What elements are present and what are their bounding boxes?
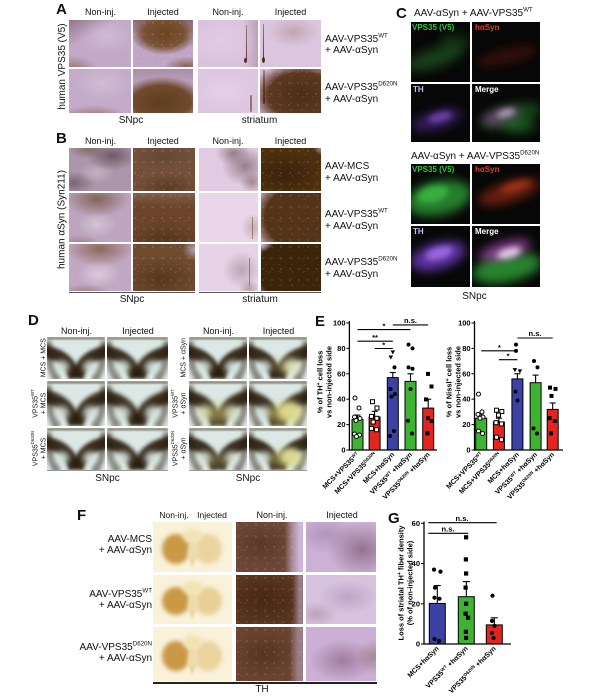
svg-text:100: 100 bbox=[333, 319, 346, 328]
svg-text:VPS35D620N +hαSyn: VPS35D620N +hαSyn bbox=[447, 645, 498, 696]
svg-text:vs non-injected side: vs non-injected side bbox=[454, 346, 463, 418]
svg-text:*: * bbox=[383, 322, 386, 331]
svg-text:60: 60 bbox=[412, 519, 420, 528]
svg-text:n.s.: n.s. bbox=[529, 329, 542, 338]
svg-text:*: * bbox=[498, 343, 501, 352]
svg-text:40: 40 bbox=[412, 559, 420, 568]
svg-text:*: * bbox=[382, 341, 385, 350]
svg-text:n.s.: n.s. bbox=[442, 524, 455, 533]
svg-text:20: 20 bbox=[462, 420, 470, 429]
svg-text:100: 100 bbox=[458, 319, 471, 328]
svg-text:40: 40 bbox=[337, 395, 345, 404]
svg-text:n.s.: n.s. bbox=[404, 316, 417, 325]
svg-text:60: 60 bbox=[337, 369, 345, 378]
svg-text:(% of non-injected side): (% of non-injected side) bbox=[406, 540, 415, 625]
svg-text:80: 80 bbox=[462, 344, 470, 353]
svg-text:*: * bbox=[507, 352, 510, 361]
svg-text:**: ** bbox=[372, 333, 378, 342]
svg-text:% of TH+ cell loss: % of TH+ cell loss bbox=[316, 351, 325, 414]
svg-text:0: 0 bbox=[416, 640, 420, 649]
svg-text:% of Nissl+ cell loss: % of Nissl+ cell loss bbox=[445, 347, 454, 417]
svg-text:0: 0 bbox=[341, 446, 345, 455]
svg-text:40: 40 bbox=[462, 395, 470, 404]
svg-text:0: 0 bbox=[466, 446, 470, 455]
svg-text:n.s.: n.s. bbox=[456, 514, 469, 523]
svg-text:80: 80 bbox=[337, 344, 345, 353]
svg-text:20: 20 bbox=[337, 420, 345, 429]
svg-text:20: 20 bbox=[412, 599, 420, 608]
svg-text:vs non-injected side: vs non-injected side bbox=[325, 346, 334, 418]
svg-text:60: 60 bbox=[462, 369, 470, 378]
svg-text:Loss of striatal TH+ fiber den: Loss of striatal TH+ fiber density bbox=[397, 525, 406, 641]
